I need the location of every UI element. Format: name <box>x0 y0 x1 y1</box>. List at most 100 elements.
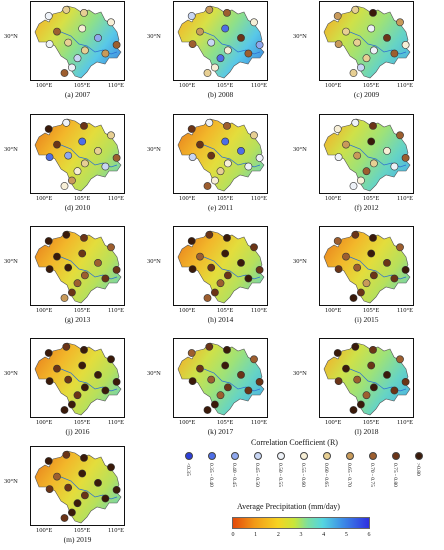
map-frame <box>30 226 125 306</box>
map-panel: 30°N 100°E 105°E 110°E (f) 2012 <box>293 114 438 214</box>
longitude-label: 110°E <box>108 82 125 89</box>
station-marker <box>211 288 219 297</box>
station-marker <box>205 5 214 14</box>
longitude-label: 110°E <box>397 307 414 314</box>
river-line <box>203 368 261 392</box>
station-marker <box>68 288 76 297</box>
map-frame <box>30 338 125 418</box>
station-marker <box>349 294 358 302</box>
station-marker <box>244 274 253 283</box>
station-marker <box>342 364 350 373</box>
station-marker <box>60 406 69 414</box>
longitude-label: 100°E <box>179 419 196 426</box>
station-marker <box>396 243 404 252</box>
legend-class: 0.60 - 0.65 <box>319 452 337 498</box>
map-frame <box>173 338 268 418</box>
longitude-label: 100°E <box>36 195 53 202</box>
station-marker <box>203 69 212 77</box>
panel-caption: (a) 2007 <box>64 90 91 99</box>
map-frame <box>30 114 125 194</box>
precipitation-map <box>177 230 265 304</box>
station-marker <box>390 274 399 283</box>
latitude-label: 30°N <box>4 146 18 153</box>
longitude-label: 110°E <box>251 307 268 314</box>
station-marker <box>342 140 350 149</box>
legend-class-swatch <box>346 452 354 460</box>
station-marker <box>367 24 376 33</box>
station-marker <box>107 18 115 27</box>
station-marker <box>60 182 69 190</box>
station-marker <box>78 249 87 258</box>
station-marker <box>334 40 343 48</box>
map-frame <box>30 1 125 81</box>
station-marker <box>351 230 360 239</box>
station-marker <box>370 159 378 168</box>
map-frame <box>319 1 414 81</box>
latitude-label: 30°N <box>293 33 307 40</box>
station-marker <box>333 237 342 245</box>
legend-class: <0.35 <box>181 452 199 498</box>
panel-caption: (i) 2015 <box>354 315 379 324</box>
latitude-label: 30°N <box>147 370 161 377</box>
station-marker <box>353 375 362 384</box>
precipitation-map <box>177 342 265 416</box>
station-marker <box>80 345 88 354</box>
colorbar-tick: 2 <box>276 532 280 538</box>
station-marker <box>221 137 230 146</box>
legend-class: 0.75 - 0.80 <box>388 452 406 498</box>
panel-caption: (g) 2013 <box>64 315 91 324</box>
station-marker <box>64 483 73 492</box>
map-frame <box>319 226 414 306</box>
station-marker <box>196 252 204 261</box>
station-marker <box>401 154 410 162</box>
station-marker <box>68 176 76 185</box>
river-line <box>203 31 261 55</box>
legend-class-swatch <box>185 452 193 460</box>
station-marker <box>80 233 88 242</box>
station-marker <box>44 125 53 133</box>
map-frame <box>319 338 414 418</box>
station-marker <box>333 349 342 357</box>
map-panel: 30°N 100°E 105°E 110°E (j) 2016 <box>4 338 149 438</box>
station-marker <box>334 153 343 161</box>
longitude-label: 105°E <box>363 82 380 89</box>
station-marker <box>187 349 196 357</box>
station-marker <box>216 54 225 63</box>
station-marker <box>396 18 404 27</box>
legend-class-swatch <box>369 452 377 460</box>
station-marker <box>250 131 258 140</box>
station-marker <box>53 27 61 36</box>
river-line <box>60 476 118 500</box>
precipitation-map <box>34 118 122 192</box>
panel-caption: (m) 2019 <box>63 535 92 544</box>
colorbar-tick: 1 <box>254 532 258 538</box>
station-marker <box>62 450 71 459</box>
station-marker <box>244 386 253 395</box>
station-marker <box>224 383 232 392</box>
legend-class: 0.70 - 0.75 <box>365 452 383 498</box>
latitude-label: 30°N <box>4 33 18 40</box>
longitude-label: 105°E <box>74 419 91 426</box>
station-marker <box>390 49 399 58</box>
colorbar-tick: 0 <box>231 532 235 538</box>
longitude-label: 105°E <box>363 307 380 314</box>
station-marker <box>334 377 343 385</box>
station-marker <box>250 355 258 364</box>
longitude-label: 110°E <box>251 195 268 202</box>
station-marker <box>342 252 350 261</box>
longitude-label: 100°E <box>179 195 196 202</box>
station-marker <box>196 27 204 36</box>
station-marker <box>94 147 102 155</box>
station-marker <box>45 153 54 161</box>
legend-class-swatch <box>208 452 216 460</box>
station-marker <box>53 252 61 261</box>
station-marker <box>401 41 410 49</box>
station-marker <box>101 386 110 395</box>
precipitation-map <box>323 118 411 192</box>
precipitation-map <box>34 450 122 524</box>
longitude-label: 105°E <box>363 419 380 426</box>
station-marker <box>351 342 360 351</box>
legend-class-swatch <box>254 452 262 460</box>
station-marker <box>78 137 87 146</box>
station-marker <box>250 18 258 27</box>
